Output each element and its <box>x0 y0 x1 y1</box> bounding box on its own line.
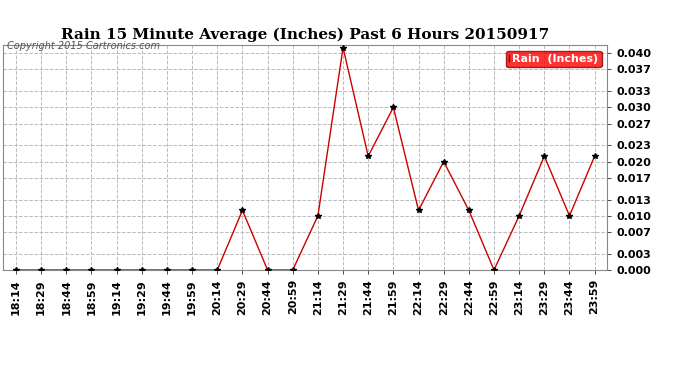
Legend: Rain  (Inches): Rain (Inches) <box>506 51 602 67</box>
Title: Rain 15 Minute Average (Inches) Past 6 Hours 20150917: Rain 15 Minute Average (Inches) Past 6 H… <box>61 28 549 42</box>
Text: Copyright 2015 Cartronics.com: Copyright 2015 Cartronics.com <box>7 41 160 51</box>
